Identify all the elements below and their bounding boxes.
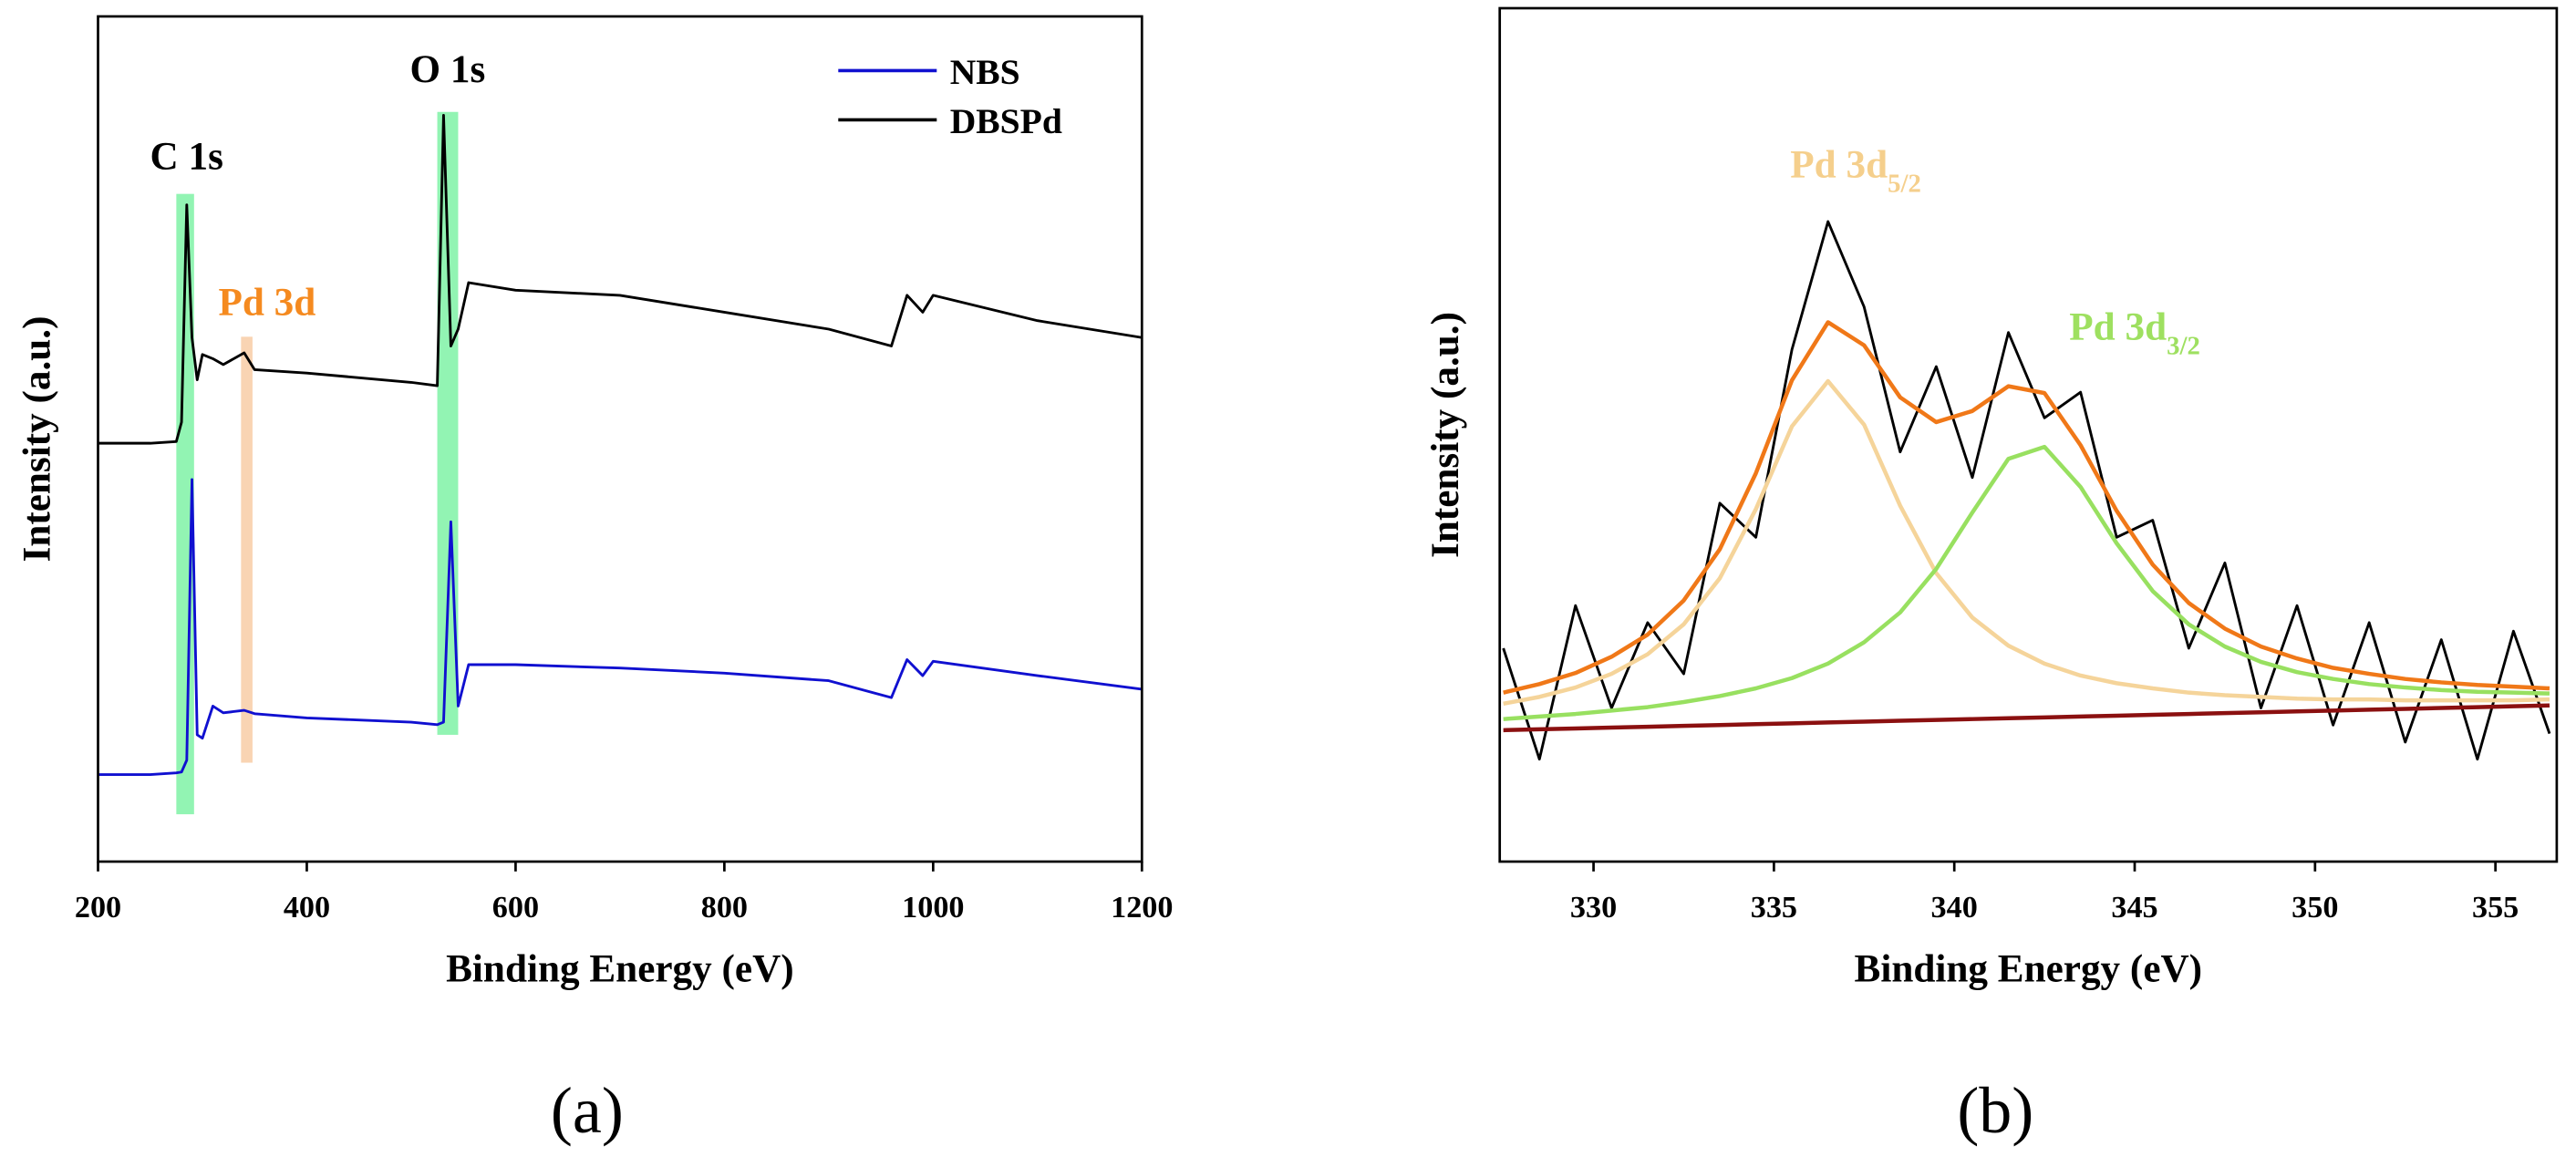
legend-label: DBSPd [950, 101, 1062, 141]
x-tick-label: 335 [1751, 891, 1797, 925]
x-tick-label: 1200 [1111, 891, 1173, 925]
series-line [1503, 320, 2550, 695]
annotation-text: O 1s [410, 48, 486, 91]
x-axis-label: Binding Energy (eV) [1855, 947, 2203, 990]
x-tick-label: 1000 [902, 891, 964, 925]
plot-area [98, 111, 1143, 815]
x-tick-label: 340 [1931, 891, 1978, 925]
annotation-subscript: 5/2 [1888, 169, 1921, 198]
plot-frame [1498, 6, 2559, 863]
series-line [1503, 703, 2550, 733]
x-tick-label: 330 [1570, 891, 1617, 925]
series-line [1503, 444, 2550, 721]
annotation-text: Pd 3d [2069, 306, 2167, 349]
panel-caption: (b) [1957, 1074, 2033, 1147]
series-line [1502, 220, 2551, 761]
x-tick-label: 600 [492, 891, 539, 925]
x-axis-label: Binding Energy (eV) [446, 947, 794, 990]
annotation: Pd 3d5/2 [1790, 143, 1921, 198]
annotation: Pd 3d [218, 282, 316, 325]
annotation-subscript: 3/2 [2167, 332, 2200, 361]
x-tick-label: 345 [2111, 891, 2157, 925]
annotation: C 1s [150, 135, 223, 178]
x-tick-label: 350 [2292, 891, 2338, 925]
annotation-text: C 1s [150, 135, 223, 178]
x-tick-label: 355 [2472, 891, 2519, 925]
highlight-band [241, 336, 253, 763]
y-axis-label: Intensity (a.u.) [16, 316, 58, 563]
x-tick-label: 200 [75, 891, 121, 925]
plot-area [1502, 220, 2551, 761]
plot-frame [97, 15, 1143, 863]
annotation-text: Pd 3d [218, 282, 316, 325]
y-axis-label: Intensity (a.u.) [1424, 312, 1467, 558]
x-tick-label: 800 [701, 891, 748, 925]
annotation-text: Pd 3d [1790, 143, 1888, 186]
series-line [1503, 378, 2550, 707]
annotation: O 1s [410, 48, 486, 91]
panel-caption: (a) [551, 1074, 624, 1147]
annotation: Pd 3d3/2 [2069, 306, 2200, 361]
legend-label: NBS [950, 52, 1020, 92]
series-line [98, 478, 1143, 776]
x-tick-label: 400 [284, 891, 330, 925]
series-line [98, 114, 1143, 445]
